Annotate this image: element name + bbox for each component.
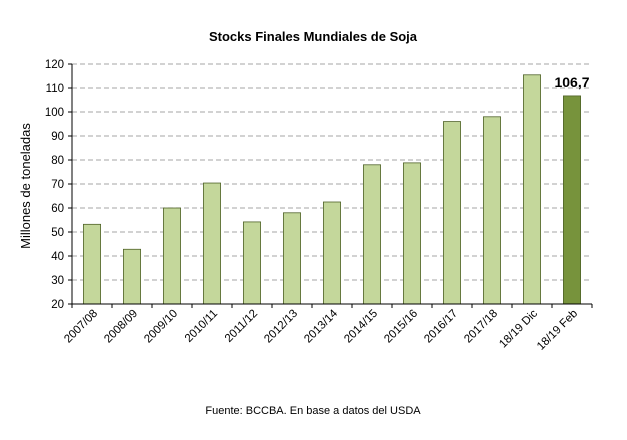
- bar-2012-13: [282, 212, 301, 305]
- y-tick-label: 120: [45, 59, 64, 71]
- bar-2011-12: [242, 221, 261, 305]
- y-tick-label: 50: [51, 227, 64, 239]
- y-tick-labels: 20 30 40 50 60 70 80 90 100 110 120: [45, 59, 72, 311]
- bars: [83, 74, 582, 305]
- x-tick-label: 2011/12: [223, 308, 260, 345]
- y-tick-label: 40: [51, 251, 64, 263]
- chart-title: Stocks Finales Mundiales de Soja: [209, 29, 418, 44]
- bar-2013-14: [322, 201, 341, 305]
- bar-18-19-dic: [523, 74, 542, 305]
- x-tick-labels: 2007/08 2008/09 2009/10 2010/11 2011/12 2012/…: [62, 304, 593, 353]
- data-label: 106,7: [554, 74, 589, 90]
- x-tick-label: 18/19 Dic: [497, 307, 540, 350]
- bar-2015-16: [402, 162, 421, 305]
- y-tick-label: 100: [45, 107, 64, 119]
- bar-2008-09: [123, 248, 142, 305]
- x-tick-label: 2015/16: [382, 308, 420, 346]
- x-tick-label: 2010/11: [183, 308, 220, 345]
- x-tick-label: 2012/13: [262, 308, 300, 346]
- bar-2017-18: [482, 116, 501, 305]
- x-tick-label: 2009/10: [142, 308, 180, 346]
- x-tick-label: 2016/17: [422, 308, 460, 346]
- y-tick-label: 60: [51, 203, 64, 215]
- x-tick-label: 2008/09: [102, 308, 140, 346]
- annotations: 106,7: [554, 74, 589, 90]
- y-tick-label: 20: [51, 299, 64, 311]
- y-tick-label: 80: [51, 155, 64, 167]
- bar-2016-17: [442, 121, 461, 305]
- bar-2009-10: [162, 207, 181, 305]
- y-tick-label: 110: [46, 83, 64, 95]
- y-axis-label: Millones de toneladas: [18, 123, 33, 249]
- bar-18-19-feb: [563, 95, 582, 305]
- x-tick-label: 2017/18: [462, 308, 500, 346]
- y-tick-label: 90: [51, 131, 64, 143]
- y-tick-label: 30: [51, 275, 64, 287]
- x-tick-label: 2013/14: [302, 307, 340, 345]
- bar-2010-11: [202, 182, 221, 305]
- y-tick-label: 70: [51, 179, 64, 191]
- x-tick-label: 2007/08: [62, 308, 100, 346]
- bar-2014-15: [362, 164, 381, 305]
- x-tick-label: 18/19 Feb: [535, 308, 580, 353]
- bar-2007-08: [83, 223, 102, 305]
- x-tick-label: 2014/15: [342, 308, 380, 346]
- source-note: Fuente: BCCBA. En base a datos del USDA: [205, 405, 421, 417]
